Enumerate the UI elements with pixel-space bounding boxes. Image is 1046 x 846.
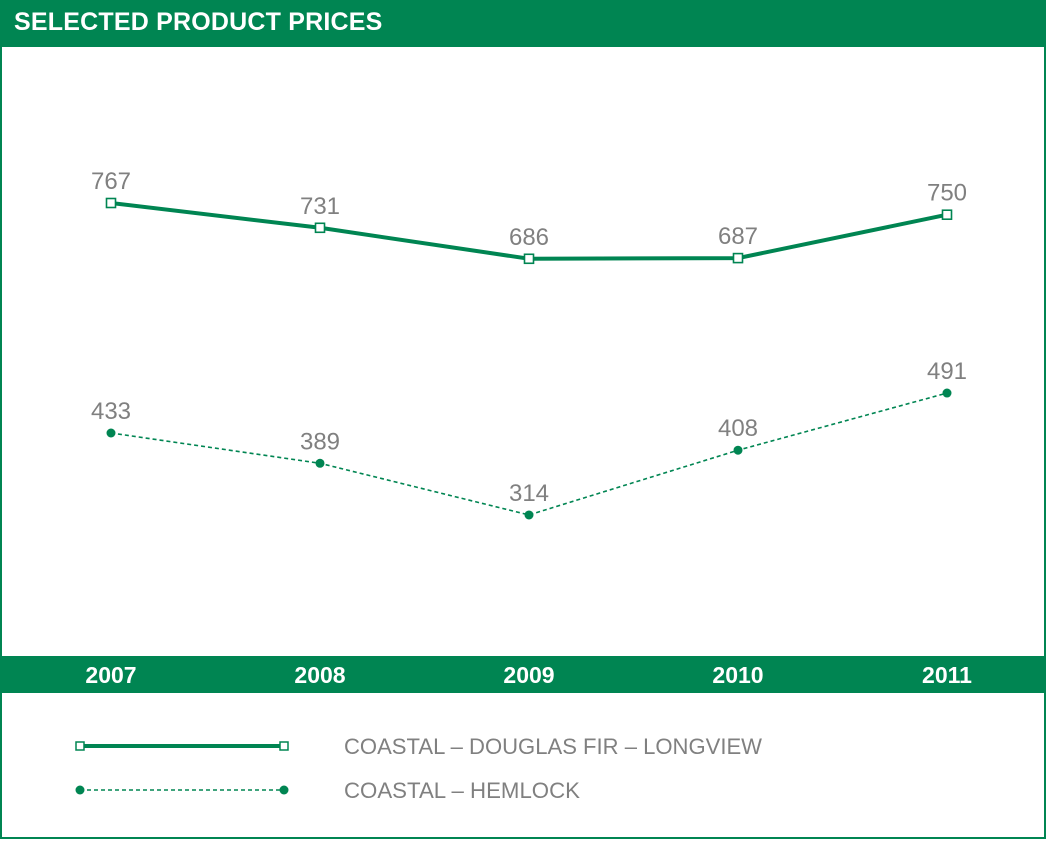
data-label: 731: [300, 193, 340, 220]
legend-marker: [279, 741, 289, 751]
data-point-marker: [106, 428, 116, 438]
data-label: 750: [927, 180, 967, 207]
data-point-marker: [523, 253, 535, 265]
legend-marker: [75, 741, 85, 751]
x-tick-label: 2008: [294, 662, 345, 688]
data-point-marker: [942, 388, 952, 398]
data-point-marker: [315, 458, 325, 468]
x-axis-band: [0, 656, 1046, 693]
series-line-2: [110, 392, 948, 516]
data-label: 408: [718, 415, 758, 442]
data-label: 314: [509, 480, 549, 507]
x-tick-label: 2011: [922, 662, 972, 688]
x-tick-label: 2007: [85, 662, 136, 688]
legend-marker: [279, 785, 289, 795]
data-point-marker: [524, 510, 534, 520]
data-label: 687: [718, 223, 758, 250]
data-point-marker: [105, 197, 117, 209]
data-label: 686: [509, 224, 549, 251]
chart-title: SELECTED PRODUCT PRICES: [14, 8, 383, 36]
data-label: 767: [91, 168, 131, 195]
legend-label: COASTAL – HEMLOCK: [344, 778, 580, 803]
chart-frame: [0, 47, 1046, 839]
legend-marker: [75, 785, 85, 795]
data-label: 491: [927, 358, 967, 385]
legend-label: COASTAL – DOUGLAS FIR – LONGVIEW: [344, 734, 762, 759]
data-point-marker: [733, 445, 743, 455]
x-tick-label: 2009: [503, 662, 554, 688]
data-label: 433: [91, 398, 131, 425]
data-point-marker: [941, 209, 953, 221]
data-point-marker: [732, 252, 744, 264]
data-point-marker: [314, 222, 326, 234]
data-label: 389: [300, 428, 340, 455]
title-bar: SELECTED PRODUCT PRICES: [0, 0, 1046, 47]
x-tick-label: 2010: [712, 662, 763, 688]
